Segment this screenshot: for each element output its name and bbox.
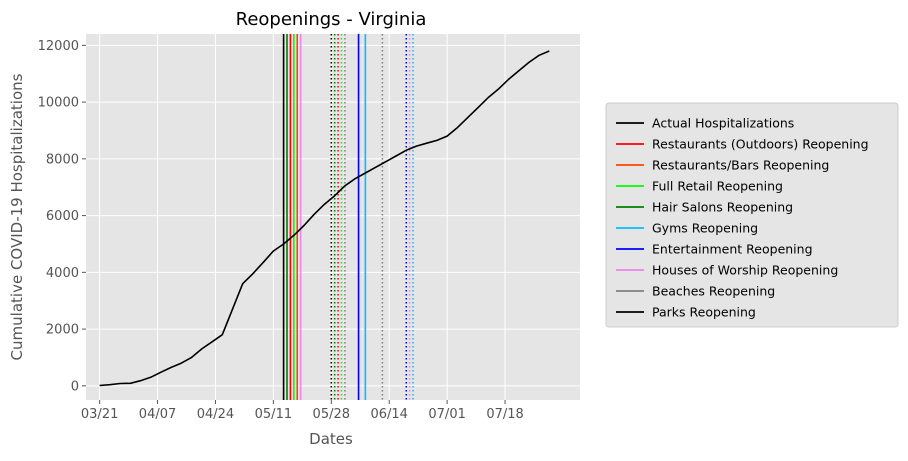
legend-label: Full Retail Reopening bbox=[652, 179, 783, 194]
y-tick-label: 10000 bbox=[38, 96, 79, 111]
x-tick-label: 03/21 bbox=[81, 407, 118, 422]
y-tick-label: 4000 bbox=[46, 266, 79, 281]
x-tick-label: 04/07 bbox=[139, 407, 176, 422]
legend-label: Hair Salons Reopening bbox=[652, 200, 793, 215]
legend-label: Parks Reopening bbox=[652, 305, 756, 320]
y-tick-label: 6000 bbox=[46, 209, 79, 224]
axes: 03/21 04/07 04/24 05/11 05/28 06/14 07/01 07/18… bbox=[38, 39, 524, 422]
x-tick-label: 06/14 bbox=[370, 407, 407, 422]
legend-label: Restaurants (Outdoors) Reopening bbox=[652, 137, 869, 152]
x-tick-label: 07/18 bbox=[486, 407, 523, 422]
y-tick-label: 12000 bbox=[38, 39, 79, 54]
x-axis-label: Dates bbox=[309, 430, 353, 448]
legend-label: Actual Hospitalizations bbox=[652, 116, 794, 131]
legend: Actual Hospitalizations Restaurants (Outd… bbox=[605, 102, 899, 328]
chart-title: Reopenings - Virginia bbox=[236, 9, 427, 30]
legend-label: Restaurants/Bars Reopening bbox=[652, 158, 829, 173]
legend-box bbox=[605, 102, 899, 328]
x-tick-label: 04/24 bbox=[197, 407, 234, 422]
legend-label: Gyms Reopening bbox=[652, 221, 758, 236]
series-layer bbox=[99, 50, 550, 387]
legend-label: Entertainment Reopening bbox=[652, 242, 813, 257]
x-tick-label: 05/11 bbox=[255, 407, 292, 422]
reopening-lines bbox=[282, 34, 414, 400]
y-tick-label: 2000 bbox=[46, 323, 79, 338]
y-tick-label: 0 bbox=[71, 379, 79, 394]
x-tick-label: 07/01 bbox=[428, 407, 465, 422]
x-tick-label: 05/28 bbox=[313, 407, 350, 422]
series-line bbox=[99, 50, 550, 387]
y-axis-label: Cumulative COVID-19 Hospitalizations bbox=[8, 73, 26, 360]
plot-area bbox=[86, 34, 580, 400]
grid bbox=[86, 34, 580, 400]
legend-label: Houses of Worship Reopening bbox=[652, 263, 838, 278]
y-tick-label: 8000 bbox=[46, 152, 79, 167]
legend-label: Beaches Reopening bbox=[652, 284, 775, 299]
